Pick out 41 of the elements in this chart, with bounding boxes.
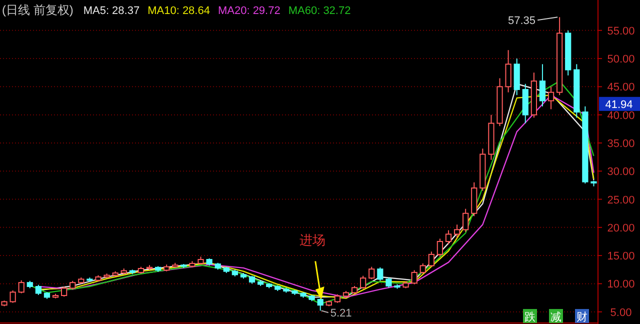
annotation: 41.94 <box>605 98 633 111</box>
candlestick <box>18 280 24 294</box>
candlestick <box>539 64 546 107</box>
text: MA60: 32.72 <box>288 5 351 17</box>
y-tick-label: 35.00 <box>607 138 635 150</box>
y-tick-label: 15.00 <box>607 250 635 263</box>
candlestick <box>436 238 444 258</box>
y-tick-label: 30.00 <box>607 166 635 178</box>
y-tick-label: 40.00 <box>607 110 635 122</box>
candlestick <box>505 50 512 93</box>
y-tick-label: 25.00 <box>607 194 635 206</box>
annotation: 跌 <box>524 312 536 324</box>
candlestick <box>445 230 452 245</box>
candlestick <box>386 277 392 288</box>
candlestick <box>428 251 434 268</box>
candlestick <box>360 275 366 290</box>
candlestick <box>548 86 554 110</box>
y-tick-label: 10.00 <box>607 278 635 291</box>
annotation: 57.35 <box>508 15 536 28</box>
y-tick-label: 5.00 <box>610 306 632 319</box>
y-tick-label: 45.00 <box>607 82 635 94</box>
candlestick <box>462 208 469 232</box>
text: MA5: 28.37 <box>83 5 140 17</box>
candlestick <box>411 270 418 285</box>
annotation: 减 <box>550 310 562 324</box>
y-tick-label: 55.00 <box>607 25 635 38</box>
candlestick <box>61 286 68 298</box>
text: MA10: 28.64 <box>148 5 210 17</box>
candlestick <box>454 224 460 238</box>
y-tick-label: 20.00 <box>607 222 635 234</box>
annotation: 财 <box>576 310 588 324</box>
y-tick-label: 50.00 <box>607 54 635 66</box>
candlestick <box>368 266 375 280</box>
candlestick <box>35 284 42 296</box>
candlestick <box>377 266 384 282</box>
annotation: 进场 <box>299 232 326 248</box>
candlestick <box>10 290 16 304</box>
candlestick <box>420 262 426 274</box>
chart-title: (日线 前复权) <box>2 3 74 17</box>
annotation: 5.21 <box>330 308 352 320</box>
text: MA20: 29.72 <box>218 5 280 17</box>
